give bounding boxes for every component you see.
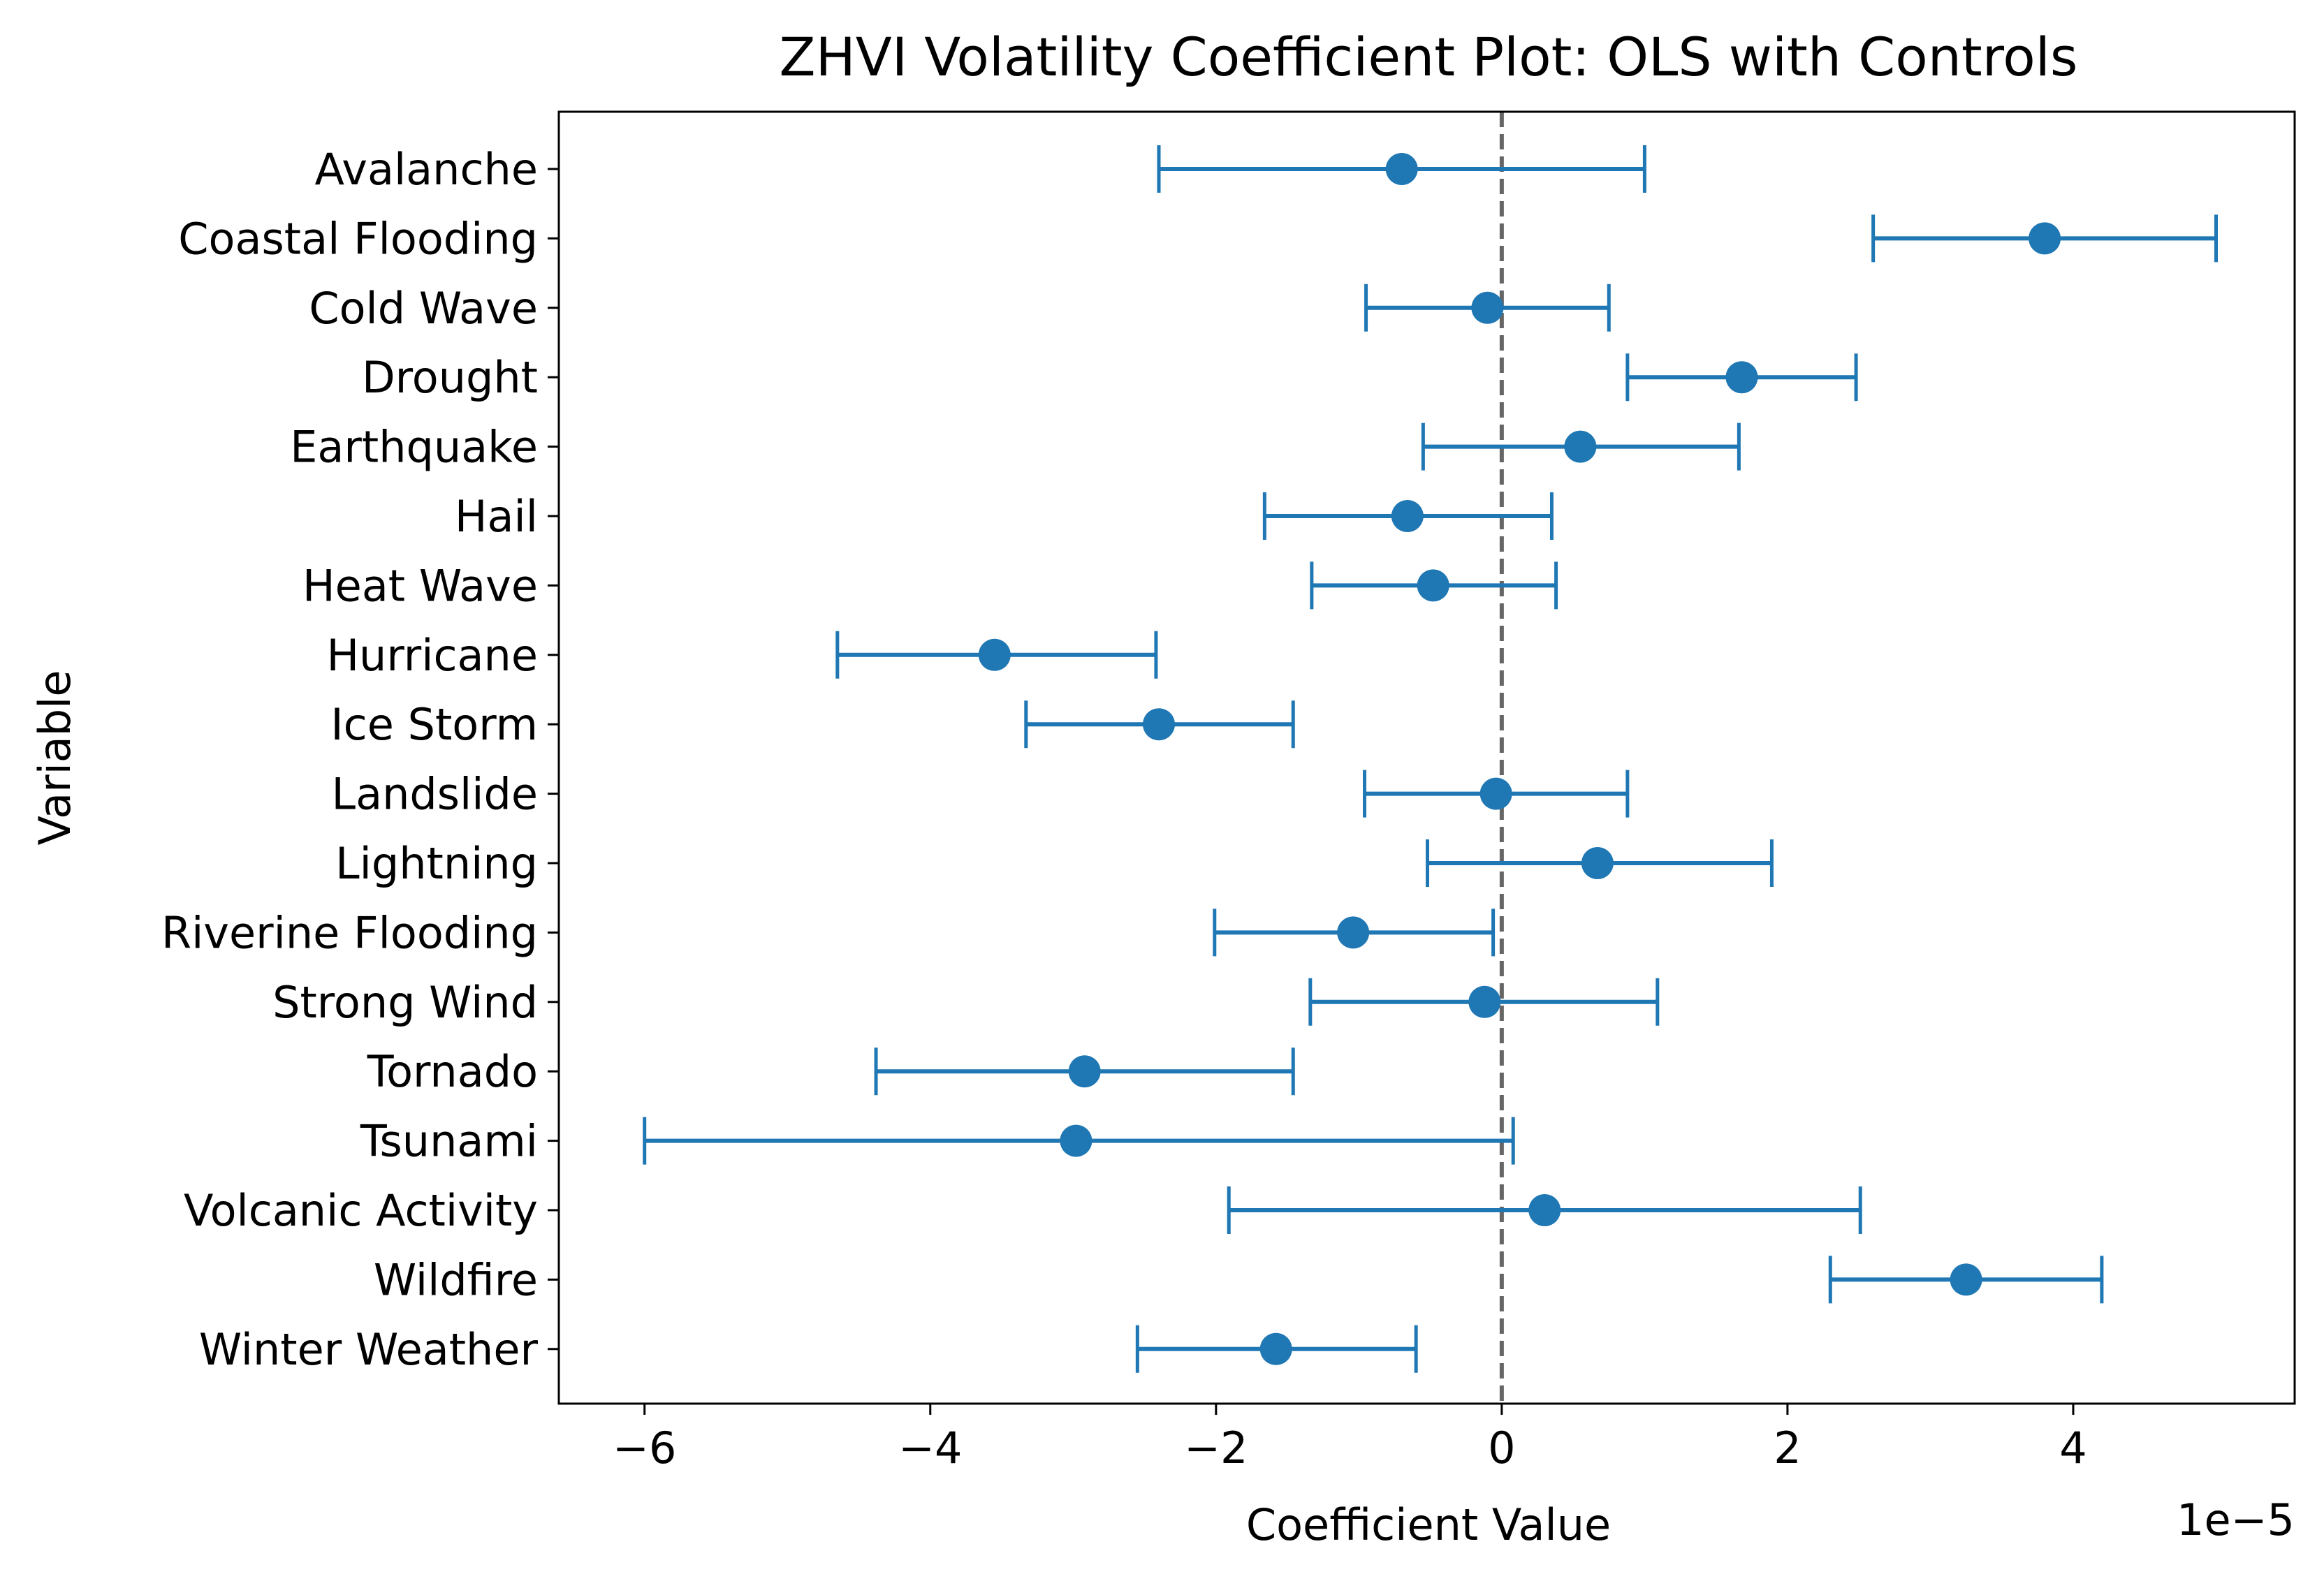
point-estimate [1259,1332,1292,1365]
y-tick-label: Ice Storm [330,699,538,750]
y-tick-label: Volcanic Activity [184,1185,538,1236]
point-estimate [2029,222,2061,255]
y-tick-label: Earthquake [290,422,538,473]
y-tick-label: Landslide [332,769,538,820]
x-tick-label: 2 [1774,1422,1801,1473]
x-tick-label: 0 [1488,1422,1515,1473]
point-estimate [1564,430,1597,463]
y-axis-label: Variable [29,670,80,845]
x-axis-label: Coefficient Value [1246,1499,1611,1550]
point-estimate [1385,153,1418,185]
chart-title: ZHVI Volatility Coefficient Plot: OLS wi… [780,26,2078,88]
point-estimate [1528,1194,1561,1226]
point-estimate [1479,777,1512,810]
x-tick-label: −4 [898,1422,962,1473]
plot-area [559,112,2295,1404]
y-tick-label: Wildfire [374,1254,538,1305]
point-estimate [1337,916,1370,949]
y-tick-label: Heat Wave [302,560,538,611]
point-estimate [978,638,1011,671]
y-tick-label: Cold Wave [309,283,538,334]
y-tick-label: Lightning [335,838,538,889]
y-tick-label: Hurricane [326,630,538,681]
x-tick-label: −2 [1184,1422,1248,1473]
point-estimate [1468,985,1501,1018]
x-tick-label: 4 [2059,1422,2087,1473]
y-tick-label: Tornado [367,1046,538,1097]
x-tick-label: −6 [613,1422,676,1473]
point-estimate [1471,291,1504,324]
y-tick-label: Strong Wind [272,977,538,1028]
y-tick-label: Riverine Flooding [161,907,538,958]
y-tick-label: Tsunami [360,1116,538,1167]
y-tick-label: Avalanche [314,144,538,195]
y-tick-label: Coastal Flooding [178,213,538,264]
plot-frame [557,110,2296,1405]
point-estimate [1725,361,1758,394]
y-tick-label: Drought [362,352,538,403]
point-estimate [1581,847,1614,879]
point-estimate [1950,1263,1982,1296]
point-estimate [1391,500,1424,532]
y-tick-label: Hail [455,491,538,542]
point-estimate [1068,1055,1101,1088]
point-estimate [1417,569,1449,602]
x-offset-label: 1e−5 [2177,1494,2295,1545]
point-estimate [1143,708,1176,741]
y-tick-label: Winter Weather [199,1324,539,1375]
point-estimate [1060,1124,1092,1157]
